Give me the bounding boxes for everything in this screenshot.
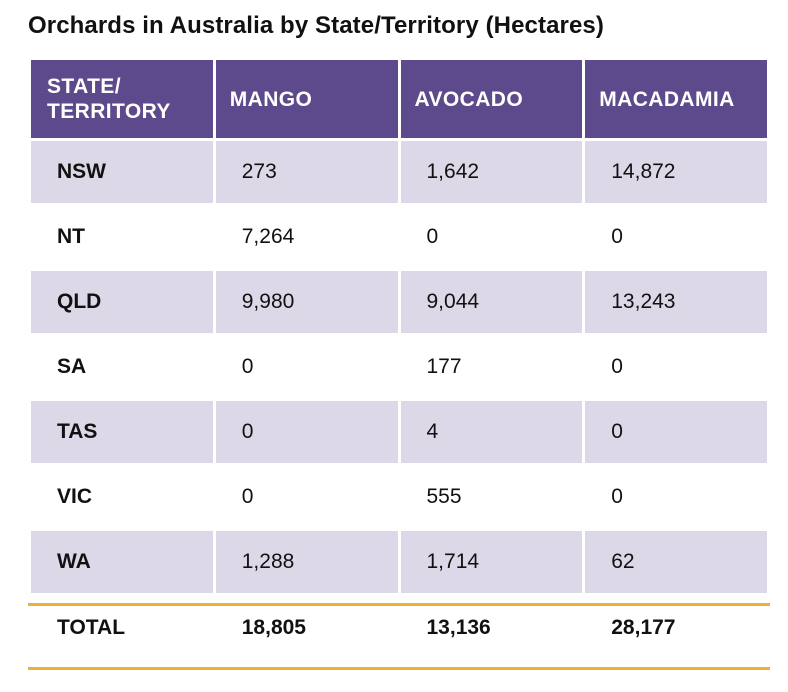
table-row-tas: TAS 0 4 0 xyxy=(31,401,767,463)
row-label: QLD xyxy=(31,271,213,333)
header-state-territory: STATE/ TERRITORY xyxy=(31,60,213,138)
header-macadamia: MACADAMIA xyxy=(585,60,767,138)
total-mango: 18,805 xyxy=(215,596,398,660)
cell-mango: 273 xyxy=(215,141,398,203)
header-mango: MANGO xyxy=(215,60,398,138)
row-label: WA xyxy=(31,531,213,593)
cell-macadamia: 0 xyxy=(585,466,767,528)
header-state-line1: STATE/ xyxy=(47,75,121,98)
cell-mango: 0 xyxy=(215,401,398,463)
cell-macadamia: 0 xyxy=(585,401,767,463)
total-macadamia: 28,177 xyxy=(585,596,767,660)
table-row-wa: WA 1,288 1,714 62 xyxy=(31,531,767,593)
table-row-nsw: NSW 273 1,642 14,872 xyxy=(31,141,767,203)
total-rule-top xyxy=(28,603,770,606)
header-state-line2: TERRITORY xyxy=(47,100,171,123)
cell-mango: 0 xyxy=(215,466,398,528)
cell-avocado: 4 xyxy=(400,401,583,463)
table-row-qld: QLD 9,980 9,044 13,243 xyxy=(31,271,767,333)
cell-macadamia: 0 xyxy=(585,206,767,268)
row-label: SA xyxy=(31,336,213,398)
header-avocado: AVOCADO xyxy=(400,60,583,138)
table-title: Orchards in Australia by State/Territory… xyxy=(28,12,604,39)
cell-avocado: 1,714 xyxy=(400,531,583,593)
total-avocado: 13,136 xyxy=(400,596,583,660)
cell-macadamia: 13,243 xyxy=(585,271,767,333)
table-row-nt: NT 7,264 0 0 xyxy=(31,206,767,268)
row-label: VIC xyxy=(31,466,213,528)
table-row-total: TOTAL 18,805 13,136 28,177 xyxy=(31,596,767,660)
cell-mango: 9,980 xyxy=(215,271,398,333)
cell-avocado: 177 xyxy=(400,336,583,398)
cell-macadamia: 0 xyxy=(585,336,767,398)
cell-avocado: 0 xyxy=(400,206,583,268)
row-label: NT xyxy=(31,206,213,268)
table-row-sa: SA 0 177 0 xyxy=(31,336,767,398)
cell-mango: 0 xyxy=(215,336,398,398)
cell-mango: 1,288 xyxy=(215,531,398,593)
orchards-table: STATE/ TERRITORY MANGO AVOCADO MACADAMIA… xyxy=(28,57,770,663)
row-label: TAS xyxy=(31,401,213,463)
table-row-vic: VIC 0 555 0 xyxy=(31,466,767,528)
total-rule-bottom xyxy=(28,667,770,670)
row-label: NSW xyxy=(31,141,213,203)
cell-avocado: 555 xyxy=(400,466,583,528)
cell-avocado: 9,044 xyxy=(400,271,583,333)
cell-mango: 7,264 xyxy=(215,206,398,268)
cell-macadamia: 14,872 xyxy=(585,141,767,203)
cell-macadamia: 62 xyxy=(585,531,767,593)
header-row: STATE/ TERRITORY MANGO AVOCADO MACADAMIA xyxy=(31,60,767,138)
cell-avocado: 1,642 xyxy=(400,141,583,203)
total-label: TOTAL xyxy=(31,596,213,660)
